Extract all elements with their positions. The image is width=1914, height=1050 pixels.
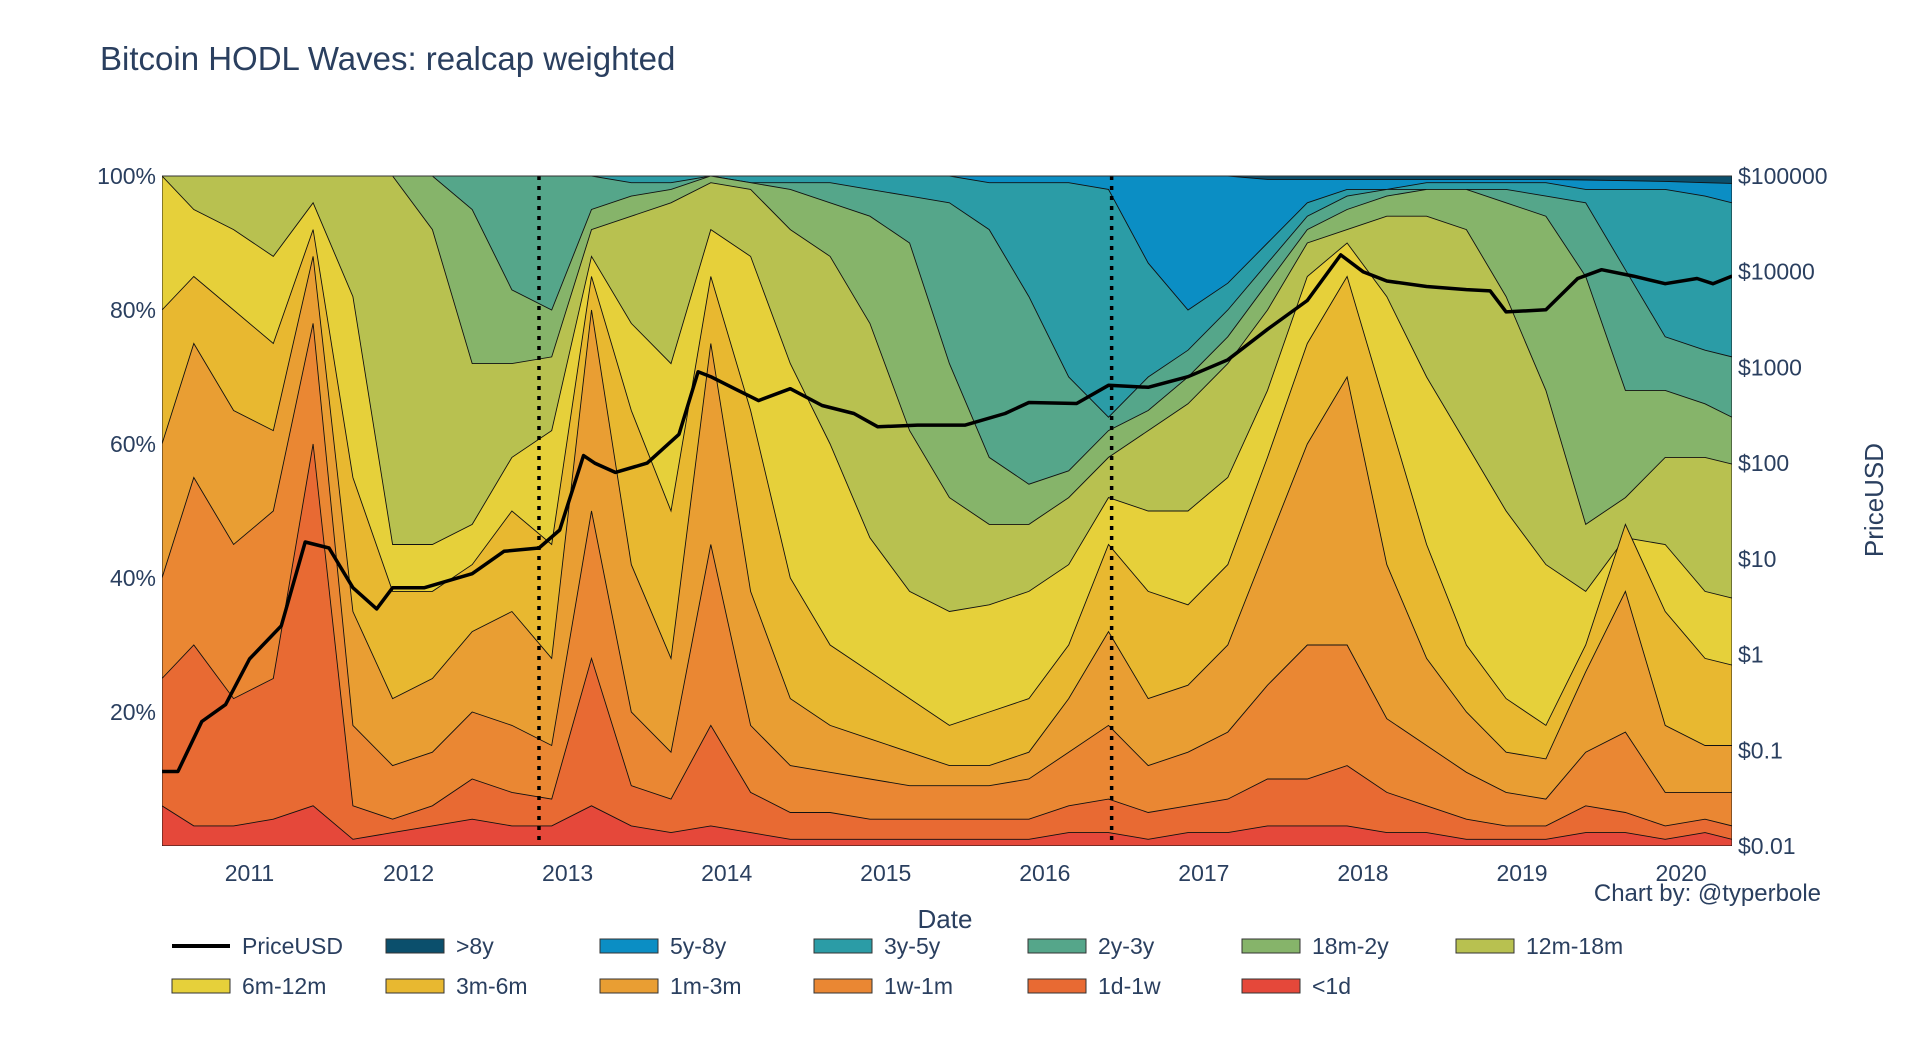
legend-item: 3m-6m [385,973,528,999]
legend-swatch [813,938,873,954]
legend-label: PriceUSD [242,933,343,959]
y-left-tick-label: 40% [110,565,156,591]
x-tick-label: 2015 [860,860,911,886]
x-tick-label: 2014 [701,860,752,886]
y-left-tick-label: 20% [110,699,156,725]
legend-item: 1w-1m [813,973,953,999]
legend-swatch [385,978,445,994]
x-tick-label: 2019 [1496,860,1547,886]
x-tick-label: 2017 [1178,860,1229,886]
legend-label: 3y-5y [884,933,941,959]
legend-swatch [599,978,659,994]
y-right-tick-label: $1000 [1738,354,1802,380]
legend-swatch [1027,978,1087,994]
legend-item: 2y-3y [1027,933,1155,959]
legend-item: 6m-12m [171,973,326,999]
y-right-tick-label: $0.1 [1738,737,1783,763]
legend-label: 2y-3y [1098,933,1155,959]
legend-item: PriceUSD [172,933,343,959]
y-right-axis-title: PriceUSD [1859,443,1889,557]
legend-swatch [385,938,445,954]
x-tick-label: 2020 [1656,860,1707,886]
chart-credit: Chart by: @typerbole [1593,880,1821,907]
y-left-tick-label: 80% [110,297,156,323]
y-right-tick-label: $10 [1738,546,1776,572]
x-tick-label: 2018 [1337,860,1388,886]
x-tick-label: 2011 [225,860,274,886]
legend-swatch [1241,938,1301,954]
y-right-tick-label: $1 [1738,642,1764,668]
legend-item: 1d-1w [1027,973,1161,999]
y-right-tick-label: $100 [1738,450,1789,476]
legend-swatch [1027,938,1087,954]
y-left-tick-label: 60% [110,431,156,457]
legend-item: <1d [1241,973,1351,999]
y-right-tick-label: $10000 [1738,259,1815,285]
legend-item: 3y-5y [813,933,941,959]
legend-item: >8y [385,933,494,959]
legend: PriceUSD >8y 5y-8y 3y-5y 2y-3y 18m-2y 12m-18m 6… [171,933,1623,999]
legend-label: 18m-2y [1312,933,1389,959]
bands-group [162,176,1732,846]
y-right-tick-label: $0.01 [1738,833,1796,859]
band-1w-1m [162,323,1732,846]
legend-swatch [813,978,873,994]
x-tick-label: 2016 [1019,860,1070,886]
x-tick-label: 2013 [542,860,593,886]
legend-item: 1m-3m [599,973,742,999]
band-1d-1w [162,443,1732,846]
x-tick-label: 2012 [383,860,434,886]
legend-item: 12m-18m [1455,933,1623,959]
legend-swatch [1455,938,1515,954]
legend-label: 12m-18m [1526,933,1623,959]
legend-swatch [599,938,659,954]
legend-label: 6m-12m [242,973,326,999]
legend-swatch [1241,978,1301,994]
price-line [162,253,1732,774]
legend-item: 18m-2y [1241,933,1389,959]
band-<1d [162,805,1732,846]
y-left-tick-label: 100% [97,163,156,189]
y-right-tick-label: $100000 [1738,163,1828,189]
legend-label: 1d-1w [1098,973,1161,999]
legend-swatch [171,978,231,994]
legend-label: 1w-1m [884,973,953,999]
legend-label: <1d [1312,973,1351,999]
x-axis-title: Date [918,904,973,934]
chart-title: Bitcoin HODL Waves: realcap weighted [100,40,676,77]
legend-label: 3m-6m [456,973,528,999]
legend-item: 5y-8y [599,933,727,959]
legend-label: 5y-8y [670,933,727,959]
legend-label: >8y [456,933,494,959]
legend-label: 1m-3m [670,973,742,999]
